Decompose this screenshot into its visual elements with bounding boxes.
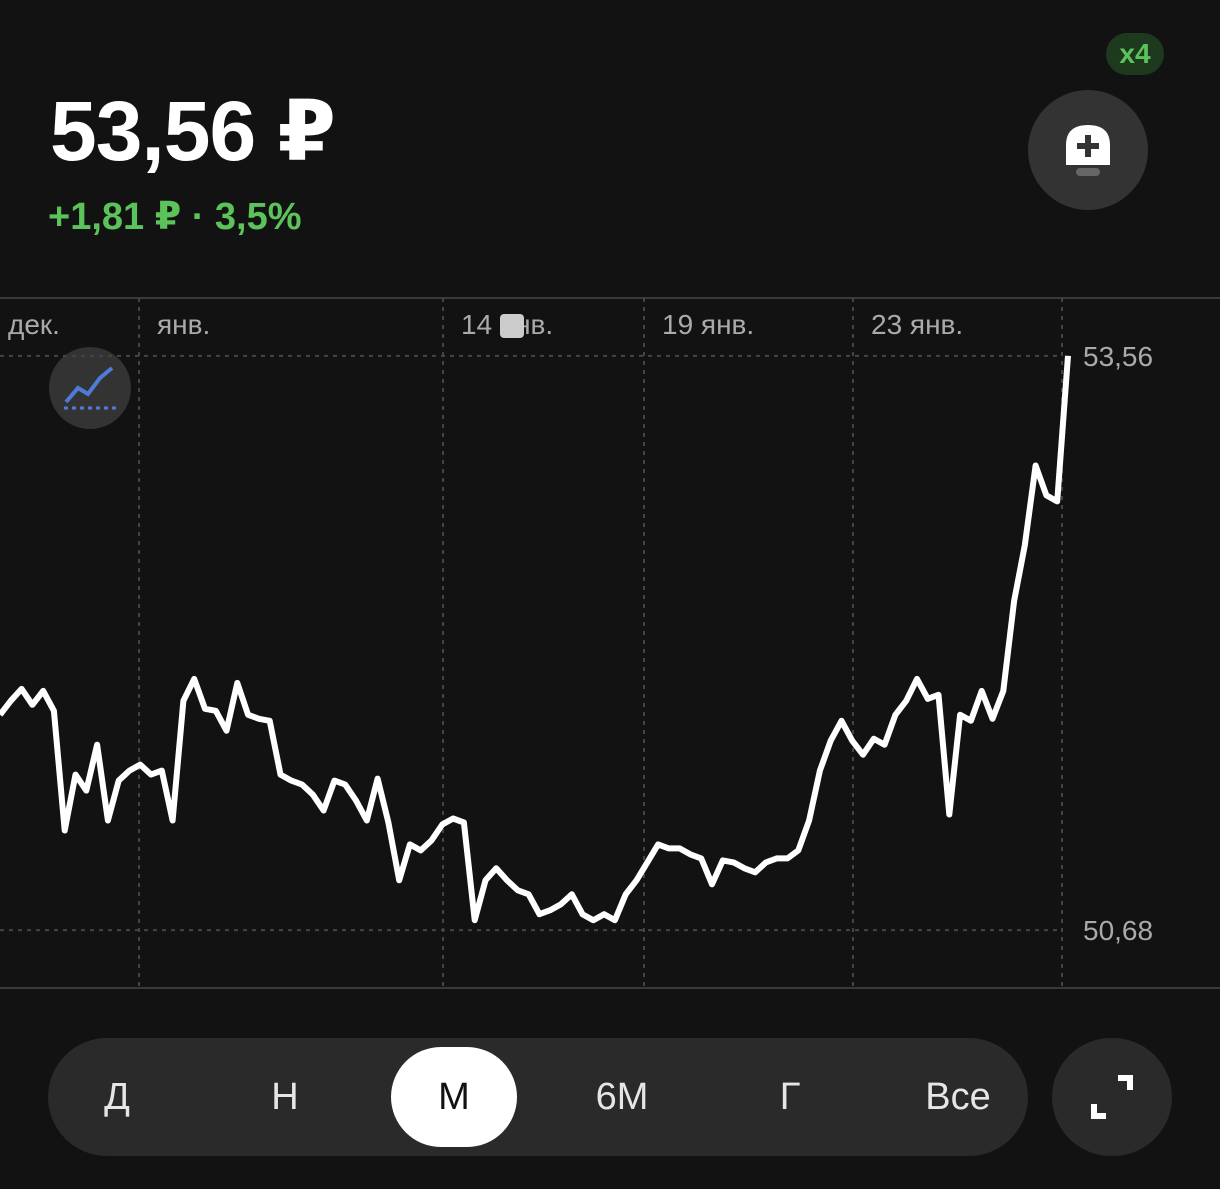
bell-icon (1066, 125, 1110, 176)
period-button[interactable]: Г (779, 1076, 801, 1118)
indicator-icon (64, 366, 114, 404)
period-button[interactable]: Н (271, 1076, 299, 1118)
x-tick-label: янв. (157, 309, 210, 340)
period-button[interactable]: 6М (595, 1076, 649, 1118)
x-tick-label: 23 янв. (871, 309, 963, 340)
price-change: +1,81 ₽ · 3,5% (48, 196, 302, 238)
indicator-button[interactable] (49, 347, 131, 429)
y-tick-label: 53,56 (1083, 341, 1153, 372)
x-tick-label: 19 янв. (662, 309, 754, 340)
y-tick-label: 50,68 (1083, 915, 1153, 946)
event-badge (500, 314, 524, 338)
price: 53,56 ₽ (50, 84, 336, 178)
price-line (0, 355, 1071, 924)
period-selector: Д Н М 6М Г Все (48, 1038, 1028, 1156)
x-tick-label: дек. (8, 309, 60, 340)
alert-button[interactable] (1028, 90, 1148, 210)
period-button[interactable]: Все (925, 1076, 991, 1118)
period-button[interactable]: М (391, 1047, 517, 1147)
badge: x4 (1106, 33, 1164, 75)
period-button[interactable]: Д (104, 1076, 130, 1118)
expand-button[interactable] (1052, 1038, 1172, 1156)
expand-icon (1091, 1075, 1133, 1119)
